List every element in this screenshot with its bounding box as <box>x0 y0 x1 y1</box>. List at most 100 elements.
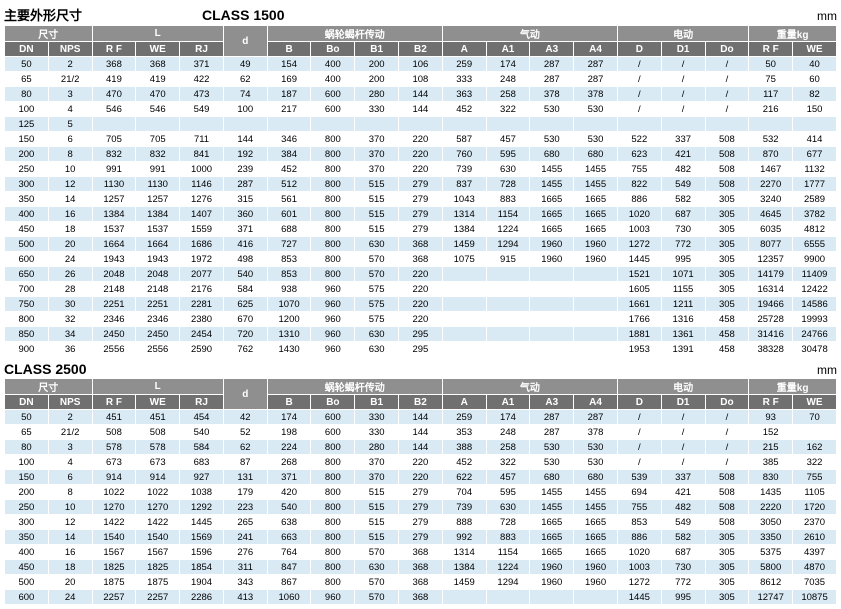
cell: 6 <box>48 132 92 147</box>
cell: 371 <box>223 222 267 237</box>
cell: 419 <box>136 72 180 87</box>
cell: 80 <box>5 440 49 455</box>
cell: 70 <box>793 410 837 425</box>
cell: 12422 <box>793 282 837 297</box>
cell: 1943 <box>136 252 180 267</box>
table-row: 50236836837149154400200106259174287287//… <box>5 57 837 72</box>
cell: 800 <box>311 237 355 252</box>
cell: 2 <box>48 410 92 425</box>
cell: 578 <box>136 440 180 455</box>
cell: / <box>705 57 749 72</box>
cell: 687 <box>661 545 705 560</box>
cell: 2346 <box>92 312 136 327</box>
cell: 2148 <box>92 282 136 297</box>
cell <box>442 117 486 132</box>
cell: 6035 <box>749 222 793 237</box>
cell: / <box>705 72 749 87</box>
cell: 1664 <box>92 237 136 252</box>
cell <box>442 282 486 297</box>
cell: / <box>705 87 749 102</box>
cell: 4397 <box>793 545 837 560</box>
cell: 575 <box>355 312 399 327</box>
cell <box>486 342 530 357</box>
cell: 530 <box>574 102 618 117</box>
cell: 16 <box>48 207 92 222</box>
cell: 1276 <box>180 192 224 207</box>
cell: 2610 <box>793 530 837 545</box>
cell: 470 <box>92 87 136 102</box>
cell: 279 <box>399 192 443 207</box>
cell <box>442 312 486 327</box>
cell: 50 <box>5 410 49 425</box>
cell: 162 <box>793 440 837 455</box>
cell: 333 <box>442 72 486 87</box>
cell: 515 <box>355 485 399 500</box>
table-row: 2501099199110002394528003702207396301455… <box>5 162 837 177</box>
cell: 1257 <box>136 192 180 207</box>
cell: 800 <box>311 192 355 207</box>
cell: 623 <box>617 147 661 162</box>
cell: 1664 <box>136 237 180 252</box>
cell: 152 <box>749 425 793 440</box>
cell: 1020 <box>617 545 661 560</box>
cell: 2346 <box>136 312 180 327</box>
cell: 18 <box>48 560 92 575</box>
cell: 515 <box>355 515 399 530</box>
cell: 883 <box>486 192 530 207</box>
cell: 287 <box>574 410 618 425</box>
cell: 305 <box>705 222 749 237</box>
cell: 2251 <box>136 297 180 312</box>
cell: 174 <box>486 57 530 72</box>
cell: 508 <box>705 177 749 192</box>
cell: 473 <box>180 87 224 102</box>
cell: 680 <box>530 147 574 162</box>
cell: 276 <box>223 545 267 560</box>
cell: 287 <box>530 425 574 440</box>
cell: 1270 <box>136 500 180 515</box>
cell <box>486 117 530 132</box>
cell: 305 <box>705 560 749 575</box>
cell: 144 <box>399 410 443 425</box>
cell <box>749 117 793 132</box>
cell: 144 <box>399 440 443 455</box>
cell: 2148 <box>136 282 180 297</box>
cell: 6555 <box>793 237 837 252</box>
cell: 24 <box>48 252 92 267</box>
cell: 220 <box>399 297 443 312</box>
cell: 36 <box>48 342 92 357</box>
cell: 14586 <box>793 297 837 312</box>
cell: 914 <box>136 470 180 485</box>
cell: 305 <box>705 530 749 545</box>
cell: 832 <box>92 147 136 162</box>
cell: 280 <box>355 440 399 455</box>
cell: 570 <box>355 545 399 560</box>
cell: 1043 <box>442 192 486 207</box>
cell: 280 <box>355 87 399 102</box>
cell: 1777 <box>793 177 837 192</box>
cell: 546 <box>92 102 136 117</box>
cell: 144 <box>399 87 443 102</box>
cell: 2450 <box>92 327 136 342</box>
cell: 65 <box>5 72 49 87</box>
cell: 370 <box>355 455 399 470</box>
cell: 330 <box>355 425 399 440</box>
cell: 600 <box>311 87 355 102</box>
cell: 305 <box>705 237 749 252</box>
cell: 108 <box>399 72 443 87</box>
cell: 259 <box>442 410 486 425</box>
cell: 87 <box>223 455 267 470</box>
cell <box>793 425 837 440</box>
cell: 1384 <box>92 207 136 222</box>
cell: 1559 <box>180 222 224 237</box>
cell: 680 <box>574 147 618 162</box>
cell: 2589 <box>793 192 837 207</box>
cell: 677 <box>793 147 837 162</box>
cell: 800 <box>311 545 355 560</box>
cell: 258 <box>486 440 530 455</box>
cell: 200 <box>355 57 399 72</box>
cell: 414 <box>793 132 837 147</box>
cell: 739 <box>442 500 486 515</box>
cell: 353 <box>442 425 486 440</box>
cell: 584 <box>180 440 224 455</box>
cell: 800 <box>311 147 355 162</box>
